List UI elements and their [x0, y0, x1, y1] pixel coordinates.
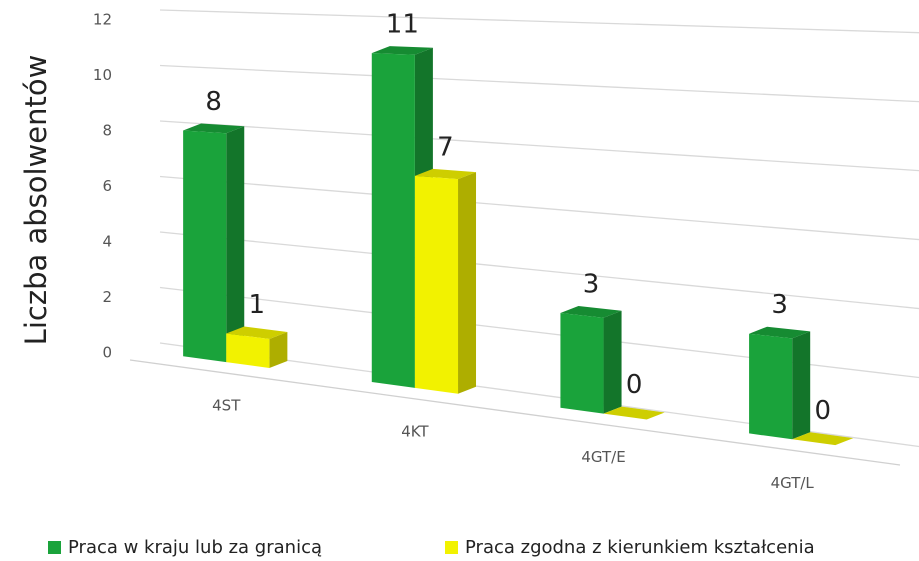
data-label: 1 — [249, 290, 266, 320]
y-tick-label: 8 — [102, 122, 112, 140]
legend-label: Praca w kraju lub za granicą — [68, 537, 322, 558]
bar — [183, 130, 227, 363]
bar — [371, 53, 415, 388]
bar-top — [183, 123, 245, 134]
bar-top — [560, 305, 622, 318]
x-tick-label: 4KT — [401, 422, 429, 440]
bar-side — [603, 310, 622, 414]
bar — [226, 333, 270, 369]
x-tick-label: 4GT/E — [581, 448, 625, 466]
grid-line — [159, 175, 919, 241]
grid-line — [159, 231, 919, 310]
data-label: 0 — [814, 396, 831, 426]
grid-line — [159, 9, 919, 34]
bar — [414, 175, 459, 394]
bar-top — [414, 168, 477, 180]
floor-edge — [129, 359, 901, 466]
data-label: 0 — [626, 370, 643, 400]
legend-label: Praca zgodna z kierunkiem kształcenia — [465, 537, 815, 558]
grid-line — [159, 120, 919, 172]
y-tick-label: 4 — [102, 233, 112, 251]
y-tick-label: 12 — [93, 11, 112, 29]
y-tick-label: 0 — [102, 344, 112, 362]
legend-swatch — [445, 541, 458, 554]
bar-side — [269, 332, 288, 369]
bar-top — [749, 326, 811, 339]
bar — [560, 312, 604, 414]
bar-top — [792, 432, 854, 446]
x-tick-label: 4GT/L — [771, 474, 815, 492]
y-tick-label: 6 — [102, 177, 112, 195]
bar — [749, 333, 793, 440]
grid-line — [159, 64, 919, 103]
y-axis-label: Liczba absolwentów — [19, 55, 53, 346]
bar-top — [603, 406, 665, 420]
y-tick-label: 2 — [102, 288, 112, 306]
y-tick-label: 10 — [93, 66, 112, 84]
bar-side — [458, 172, 477, 394]
bar-top — [226, 326, 288, 340]
bar-top — [371, 46, 433, 55]
data-label: 3 — [583, 269, 600, 299]
data-label: 8 — [205, 87, 222, 117]
bar-side — [226, 126, 245, 363]
data-label: 3 — [771, 290, 788, 320]
data-label: 7 — [437, 132, 454, 162]
x-tick-label: 4ST — [212, 397, 241, 415]
bar-side — [792, 331, 811, 440]
legend-swatch — [48, 541, 61, 554]
data-label: 11 — [386, 10, 419, 40]
